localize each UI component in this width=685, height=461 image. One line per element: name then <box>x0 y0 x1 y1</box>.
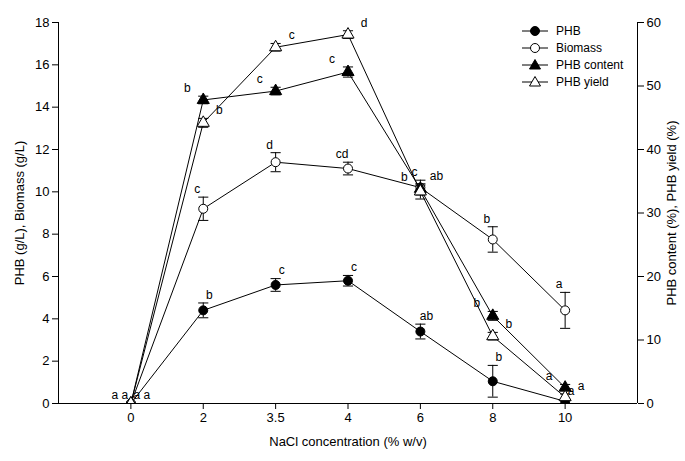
svg-text:a: a <box>578 379 585 393</box>
svg-text:8: 8 <box>42 226 49 241</box>
svg-text:40: 40 <box>647 142 661 157</box>
svg-text:d: d <box>266 138 273 152</box>
svg-text:0: 0 <box>647 396 654 411</box>
svg-text:a: a <box>144 388 151 402</box>
svg-text:cd: cd <box>336 147 349 161</box>
svg-text:6: 6 <box>42 269 49 284</box>
svg-text:c: c <box>257 72 263 86</box>
svg-text:b: b <box>184 81 191 95</box>
svg-text:0: 0 <box>42 396 49 411</box>
svg-text:b: b <box>216 103 223 117</box>
svg-text:ab: ab <box>430 169 444 183</box>
svg-text:NaCl concentration (% w/v): NaCl concentration (% w/v) <box>269 434 427 449</box>
svg-text:b: b <box>401 170 408 184</box>
html-text:PHB content: PHB content <box>556 57 624 72</box>
svg-text:0: 0 <box>127 410 134 425</box>
svg-text:ab: ab <box>420 309 434 323</box>
svg-text:16: 16 <box>35 57 49 72</box>
svg-text:a: a <box>133 388 141 403</box>
svg-text:c: c <box>279 263 285 277</box>
svg-text:PHB (g/L), Biomass (g/L): PHB (g/L), Biomass (g/L) <box>12 141 27 286</box>
html-text:PHB: PHB <box>556 23 581 38</box>
svg-text:6: 6 <box>417 410 424 425</box>
svg-text:3.5: 3.5 <box>267 410 285 425</box>
svg-text:c: c <box>194 182 200 196</box>
svg-text:2: 2 <box>42 353 49 368</box>
svg-text:10: 10 <box>647 332 661 347</box>
svg-text:c: c <box>411 165 417 179</box>
svg-text:4: 4 <box>42 311 49 326</box>
svg-text:20: 20 <box>647 269 661 284</box>
svg-text:4: 4 <box>344 410 351 425</box>
svg-text:30: 30 <box>647 205 661 220</box>
svg-text:b: b <box>473 296 480 310</box>
svg-text:b: b <box>483 212 490 226</box>
svg-text:50: 50 <box>647 78 661 93</box>
svg-text:a: a <box>122 388 129 402</box>
svg-text:c: c <box>329 52 335 66</box>
svg-text:a: a <box>112 388 119 402</box>
svg-text:b: b <box>505 317 512 331</box>
svg-text:b: b <box>206 288 213 302</box>
html-text:Biomass: Biomass <box>556 40 602 55</box>
html-text:PHB yield: PHB yield <box>556 74 609 89</box>
svg-text:10: 10 <box>558 410 572 425</box>
svg-text:b: b <box>495 350 502 364</box>
svg-text:d: d <box>361 16 368 30</box>
svg-text:a: a <box>556 277 563 291</box>
svg-text:PHB content (%), PHB yield (%): PHB content (%), PHB yield (%) <box>664 121 679 306</box>
svg-text:c: c <box>289 28 295 42</box>
svg-text:18: 18 <box>35 15 49 30</box>
svg-text:14: 14 <box>35 99 49 114</box>
svg-text:2: 2 <box>200 410 207 425</box>
svg-text:c: c <box>351 260 357 274</box>
svg-text:12: 12 <box>35 142 49 157</box>
svg-text:60: 60 <box>647 15 661 30</box>
svg-text:10: 10 <box>35 184 49 199</box>
svg-text:a: a <box>545 369 553 384</box>
svg-text:8: 8 <box>489 410 496 425</box>
